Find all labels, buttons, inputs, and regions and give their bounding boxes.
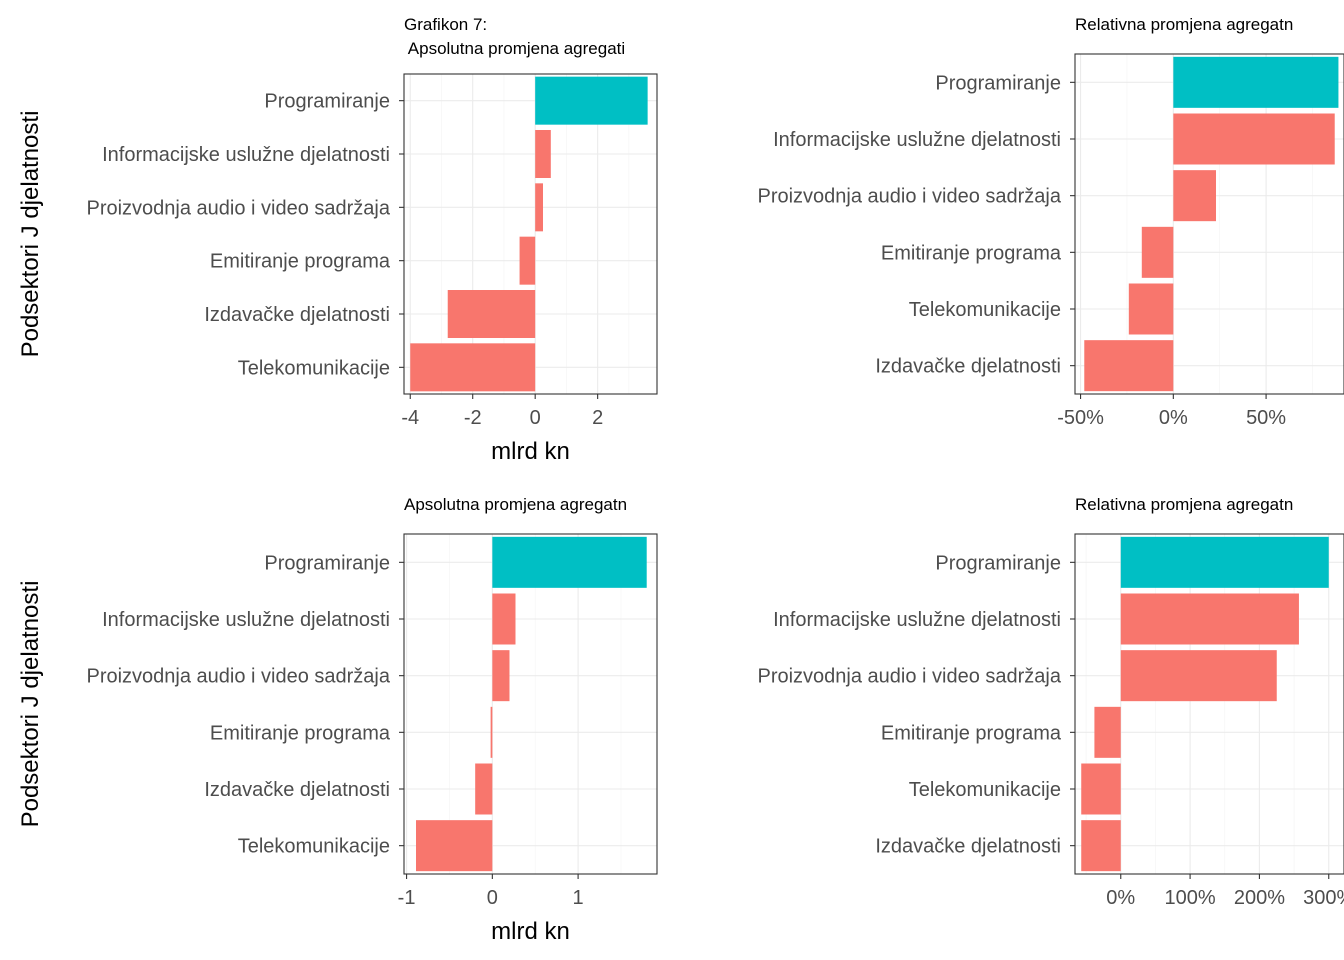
bar (416, 820, 493, 872)
bar (410, 343, 536, 392)
bar (492, 536, 647, 588)
bar (519, 236, 536, 285)
x-tick-label: 2 (592, 407, 603, 429)
chart-panel-2: Programiranje Informacijske uslužne djela… (757, 15, 1344, 429)
y-tick-label: Informacijske uslužne djelatnosti (773, 129, 1061, 151)
y-tick-label: Programiranje (264, 91, 390, 113)
x-tick-label: 50% (1246, 407, 1286, 429)
bar (1173, 170, 1216, 222)
bar (1084, 340, 1174, 392)
bar (492, 593, 516, 645)
y-tick-label: Programiranje (264, 552, 390, 574)
x-tick-label: 0% (1159, 407, 1188, 429)
bar (475, 763, 493, 815)
bar (535, 76, 648, 125)
panel-border (403, 73, 658, 395)
y-tick-label: Izdavačke djelatnosti (875, 836, 1061, 858)
bar (490, 706, 493, 758)
y-tick-label: Programiranje (935, 552, 1061, 574)
bar (1173, 56, 1339, 108)
y-axis-title: Podsektori J djelatnosti (17, 111, 44, 358)
panel-border (1074, 53, 1344, 395)
bar (1081, 763, 1121, 815)
y-tick-label: Proizvodnja audio i video sadržaja (86, 197, 390, 219)
bar (1173, 113, 1335, 165)
bar (1120, 536, 1329, 588)
y-tick-label: Proizvodnja audio i video sadržaja (757, 186, 1061, 208)
y-tick-label: Izdavačke djelatnosti (875, 356, 1061, 378)
bar (535, 183, 543, 232)
chart-panel-3: Programiranje Informacijske uslužne djela… (17, 495, 658, 945)
panel-background (1075, 534, 1344, 874)
y-tick-label: Informacijske uslužne djelatnosti (102, 144, 390, 166)
y-tick-label: Programiranje (935, 72, 1061, 94)
chart-title: Apsolutna promjena agregatn (404, 495, 627, 514)
bar (1081, 820, 1121, 872)
y-tick-label: Izdavačke djelatnosti (204, 304, 390, 326)
chart-title: Relativna promjena agregatn (1075, 15, 1293, 34)
chart-subtitle: Apsolutna promjena agregati (404, 39, 625, 58)
y-tick-label: Izdavačke djelatnosti (204, 779, 390, 801)
panel-border (403, 533, 658, 875)
y-tick-label: Proizvodnja audio i video sadržaja (86, 666, 390, 688)
x-tick-label: -1 (398, 887, 416, 909)
x-tick-label: 1 (573, 887, 584, 909)
x-axis-title: mlrd kn (491, 438, 570, 465)
y-tick-label: Emitiranje programa (210, 722, 391, 744)
chart-panel-4: Programiranje Informacijske uslužne djela… (757, 495, 1344, 909)
y-tick-label: Informacijske uslužne djelatnosti (102, 609, 390, 631)
bar (1120, 593, 1299, 645)
y-tick-label: Emitiranje programa (881, 242, 1062, 264)
x-tick-label: 0 (530, 407, 541, 429)
x-tick-label: 300% (1303, 887, 1344, 909)
chart-panel-1: Programiranje Informacijske uslužne djela… (17, 15, 658, 465)
y-axis-title: Podsektori J djelatnosti (17, 581, 44, 828)
y-tick-label: Informacijske uslužne djelatnosti (773, 609, 1061, 631)
y-tick-label: Telekomunikacije (909, 779, 1061, 801)
bar (492, 650, 510, 702)
x-tick-label: -4 (401, 407, 419, 429)
y-tick-label: Telekomunikacije (238, 357, 390, 379)
panel-background (404, 74, 657, 394)
x-axis-title: mlrd kn (491, 918, 570, 945)
chart-title: Relativna promjena agregatn (1075, 495, 1293, 514)
bar (535, 130, 551, 178)
x-tick-label: 0% (1106, 887, 1135, 909)
panel-background (404, 534, 657, 874)
y-tick-label: Emitiranje programa (881, 722, 1062, 744)
y-tick-label: Emitiranje programa (210, 251, 391, 273)
x-tick-label: 0 (487, 887, 498, 909)
y-tick-label: Proizvodnja audio i video sadržaja (757, 666, 1061, 688)
bar (1141, 226, 1174, 278)
x-tick-label: 100% (1165, 887, 1216, 909)
bar (1128, 283, 1174, 335)
x-tick-label: -2 (464, 407, 482, 429)
bar (1094, 706, 1121, 758)
panel-border (1074, 533, 1344, 875)
x-tick-label: -50% (1057, 407, 1104, 429)
bar (447, 290, 536, 338)
bar (1120, 650, 1277, 702)
panel-background (1075, 54, 1344, 394)
y-tick-label: Telekomunikacije (238, 836, 390, 858)
y-tick-label: Telekomunikacije (909, 299, 1061, 321)
x-tick-label: 200% (1234, 887, 1285, 909)
chart-title: Grafikon 7: (404, 15, 487, 34)
